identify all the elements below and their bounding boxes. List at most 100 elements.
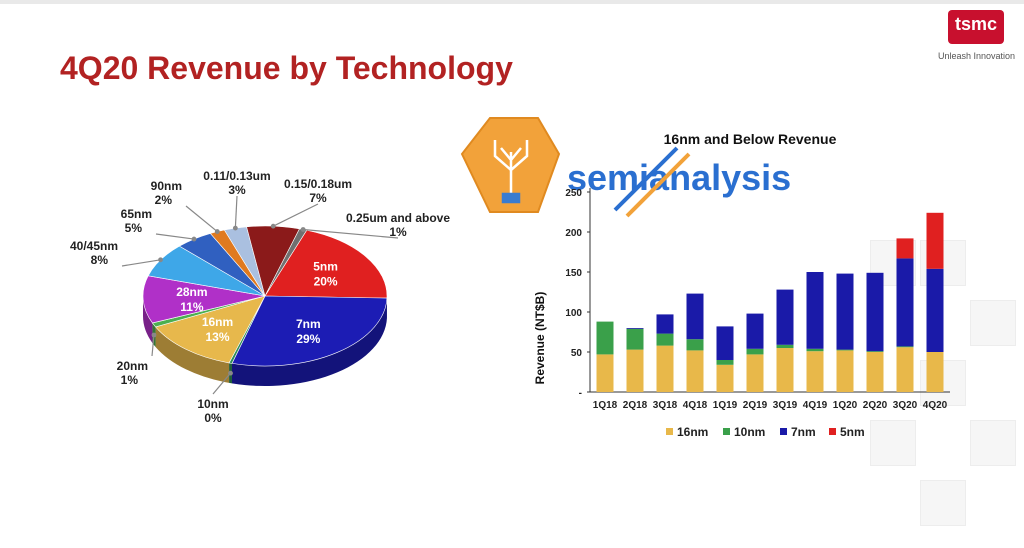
pie-value-65nm: 5% bbox=[125, 221, 143, 235]
bar-16nm-4Q20 bbox=[926, 352, 944, 392]
bar-16nm-3Q20 bbox=[896, 347, 914, 392]
bar-7nm-2Q19 bbox=[746, 313, 764, 349]
bar-16nm-1Q19 bbox=[716, 364, 734, 392]
legend-label-5nm: 5nm bbox=[840, 425, 865, 439]
bar-10nm-4Q18 bbox=[686, 339, 704, 351]
pie-label-5nm: 5nm bbox=[313, 259, 338, 273]
pie-label-65nm: 65nm bbox=[121, 207, 152, 221]
pie-value-7nm: 29% bbox=[296, 332, 320, 346]
pie-value-0.15/0.18um: 7% bbox=[309, 191, 327, 205]
pie-slices bbox=[142, 225, 388, 386]
legend-swatch-7nm bbox=[780, 428, 787, 435]
tsmc-logo: tsmc bbox=[948, 8, 1012, 48]
bar-16nm-4Q18 bbox=[686, 350, 704, 392]
x-tick-label: 1Q20 bbox=[833, 400, 858, 411]
bar-7nm-4Q19 bbox=[806, 272, 824, 349]
x-tick-label: 4Q19 bbox=[803, 400, 828, 411]
pie-value-10nm: 0% bbox=[204, 411, 222, 425]
leader-dot-0.15/0.18um bbox=[270, 223, 276, 229]
tile bbox=[970, 300, 1016, 346]
bar-10nm-2Q20 bbox=[866, 351, 884, 352]
bar-16nm-3Q18 bbox=[656, 345, 674, 392]
pie-value-0.25um and above: 1% bbox=[389, 225, 407, 239]
y-tick-label: - bbox=[579, 388, 582, 399]
tagline: Unleash Innovation bbox=[938, 51, 1016, 61]
leader-line-40/45nm bbox=[121, 259, 161, 267]
bar-10nm-3Q19 bbox=[776, 344, 794, 348]
lightbulb-icon bbox=[493, 140, 529, 204]
leader-dot-10nm bbox=[228, 370, 233, 376]
pie-label-0.11/0.13um: 0.11/0.13um bbox=[203, 169, 270, 183]
pie-label-7nm: 7nm bbox=[296, 317, 321, 331]
x-tick-label: 4Q18 bbox=[683, 400, 708, 411]
pie-slice-28nm bbox=[142, 275, 266, 324]
bar-16nm-4Q19 bbox=[806, 351, 824, 392]
bar-7nm-3Q18 bbox=[656, 314, 674, 334]
pie-slice-side-7nm bbox=[231, 298, 387, 386]
pie-label-28nm: 28nm bbox=[176, 285, 207, 299]
tile bbox=[870, 420, 916, 466]
tile bbox=[970, 420, 1016, 466]
legend-label-16nm: 16nm bbox=[677, 425, 708, 439]
bar-16nm-3Q19 bbox=[776, 348, 794, 392]
leader-line-0.15/0.18um bbox=[272, 203, 319, 227]
pie-value-16nm: 13% bbox=[206, 330, 230, 344]
pie-label-10nm: 10nm bbox=[197, 397, 228, 411]
x-tick-label: 3Q18 bbox=[653, 400, 678, 411]
x-tick-label: 2Q20 bbox=[863, 400, 888, 411]
leader-line-0.25um and above bbox=[303, 228, 399, 239]
logo-text: tsmc bbox=[954, 14, 998, 34]
leader-dot-20nm bbox=[151, 332, 157, 338]
bar-7nm-4Q20 bbox=[926, 268, 944, 352]
bar-10nm-4Q19 bbox=[806, 348, 824, 352]
pie-slice-side-28nm bbox=[143, 296, 153, 343]
y-tick-label: 250 bbox=[565, 188, 582, 199]
legend-label-7nm: 7nm bbox=[791, 425, 816, 439]
bar-5nm-4Q20 bbox=[926, 212, 944, 269]
x-tick-label: 1Q19 bbox=[713, 400, 738, 411]
pie-slice-16nm bbox=[155, 295, 266, 364]
bar-10nm-2Q18 bbox=[626, 328, 644, 350]
y-tick-label: 50 bbox=[571, 348, 583, 359]
pie-value-28nm: 11% bbox=[180, 300, 204, 314]
bar-16nm-1Q20 bbox=[836, 350, 854, 392]
semianalysis-watermark: semianalysis bbox=[460, 117, 791, 218]
pie-leader-lines bbox=[121, 195, 399, 395]
pie-label-0.15/0.18um: 0.15/0.18um bbox=[284, 177, 352, 191]
leader-dot-65nm bbox=[191, 236, 197, 242]
pie-slice-7nm bbox=[231, 295, 388, 367]
bar-7nm-1Q20 bbox=[836, 273, 854, 350]
pie-value-0.11/0.13um: 3% bbox=[228, 183, 246, 197]
bar-16nm-2Q19 bbox=[746, 354, 764, 392]
legend-label-10nm: 10nm bbox=[734, 425, 765, 439]
bar-chart: 16nm and Below Revenue Revenue (NT$B) - 5… bbox=[533, 131, 950, 439]
bar-16nm-2Q18 bbox=[626, 349, 644, 392]
pie-label-0.25um and above: 0.25um and above bbox=[346, 211, 450, 225]
y-axis-label: Revenue (NT$B) bbox=[533, 292, 547, 385]
leader-dot-40/45nm bbox=[158, 257, 163, 263]
x-tick-label: 2Q19 bbox=[743, 400, 768, 411]
watermark-slash bbox=[625, 152, 691, 218]
pie-value-40/45nm: 8% bbox=[91, 253, 109, 267]
bar-16nm-1Q18 bbox=[596, 354, 614, 392]
page-title: 4Q20 Revenue by Technology bbox=[60, 50, 513, 86]
x-tick-label: 2Q18 bbox=[623, 400, 648, 411]
bar-10nm-3Q18 bbox=[656, 333, 674, 346]
top-bar bbox=[0, 0, 1024, 4]
pie-chart: 5nm20%7nm29%10nm0%16nm13%20nm1%28nm11%40… bbox=[70, 169, 450, 425]
y-tick-label: 200 bbox=[565, 228, 582, 239]
bar-10nm-1Q20 bbox=[836, 349, 854, 351]
bar-10nm-1Q18 bbox=[596, 321, 614, 355]
pie-labels: 5nm20%7nm29%10nm0%16nm13%20nm1%28nm11%40… bbox=[70, 169, 450, 425]
pie-label-90nm: 90nm bbox=[151, 179, 182, 193]
legend-swatch-16nm bbox=[666, 428, 673, 435]
bar-10nm-2Q19 bbox=[746, 348, 764, 355]
x-tick-label: 3Q20 bbox=[893, 400, 918, 411]
pie-label-20nm: 20nm bbox=[117, 359, 148, 373]
pie-slice-5nm bbox=[264, 229, 388, 299]
x-tick-label: 3Q19 bbox=[773, 400, 798, 411]
bar-axes: - 50 100 150 200 250 1Q18 2Q18 3Q18 4Q18 1Q19 2Q19 3… bbox=[565, 188, 950, 411]
logo-badge bbox=[948, 10, 1004, 44]
bar-7nm-2Q20 bbox=[866, 272, 884, 352]
pie-value-20nm: 1% bbox=[121, 373, 139, 387]
